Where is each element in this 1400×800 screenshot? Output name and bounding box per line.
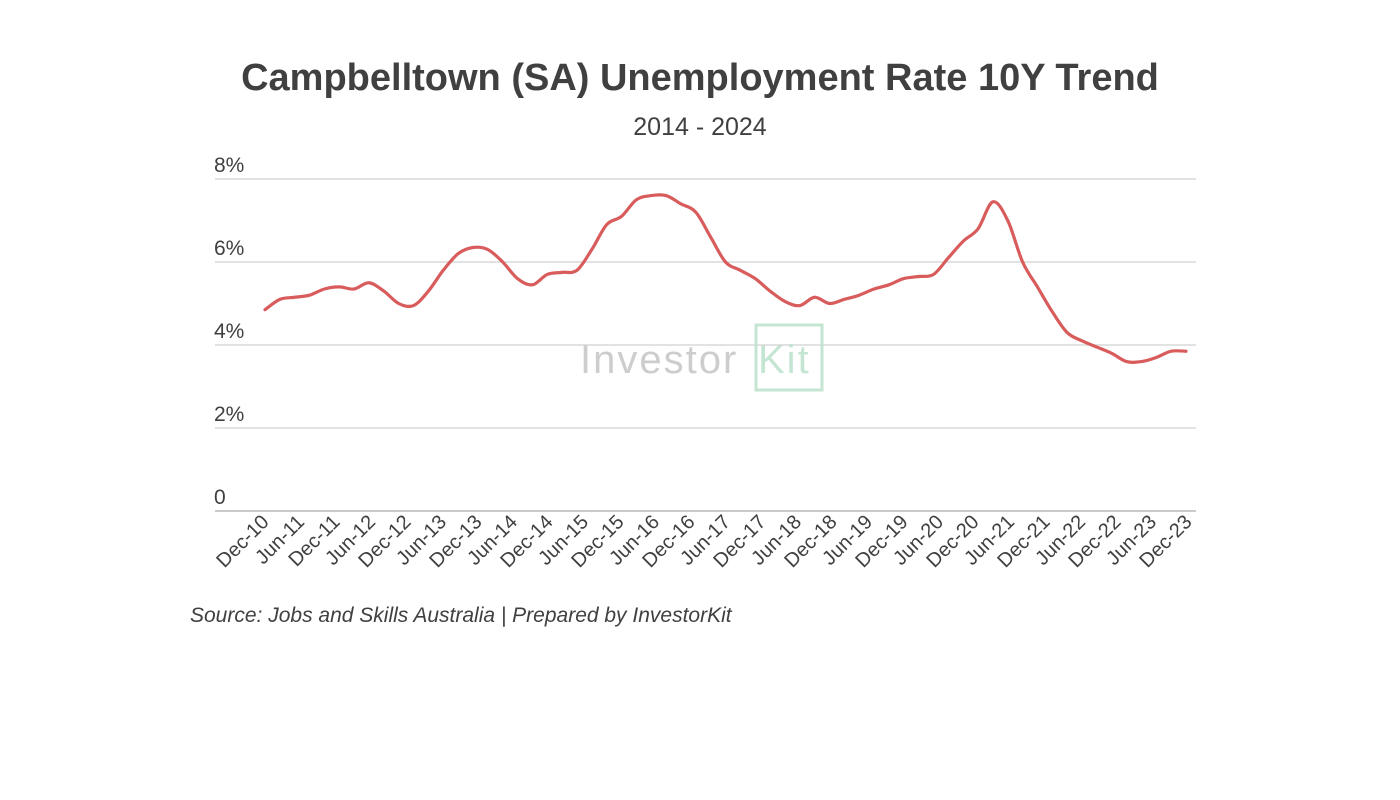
series-line-unemployment-rate — [263, 193, 1188, 364]
chart-subtitle: 2014 - 2024 — [633, 113, 767, 141]
chart-source: Source: Jobs and Skills Australia | Prep… — [190, 604, 733, 627]
chart-title: Campbelltown (SA) Unemployment Rate 10Y … — [241, 57, 1159, 99]
y-gridlines — [215, 178, 1196, 512]
y-tick-label: 8% — [214, 154, 244, 177]
y-axis-ticks: 0 2% 4% 6% 8% — [214, 154, 244, 509]
y-tick-label: 0 — [214, 486, 226, 509]
y-tick-label: 4% — [214, 320, 244, 343]
investorkit-watermark: Investor Kit — [580, 323, 824, 392]
watermark-kit: Kit — [758, 338, 811, 382]
x-axis-ticks: Dec-10Jun-11Dec-11Jun-12Dec-12Jun-13Dec-… — [212, 511, 1196, 572]
watermark-word: Investor — [580, 338, 738, 382]
watermark-kit-box — [754, 323, 824, 392]
y-tick-label: 6% — [214, 237, 244, 260]
series-layer — [263, 193, 1188, 364]
y-tick-label: 2% — [214, 403, 244, 426]
